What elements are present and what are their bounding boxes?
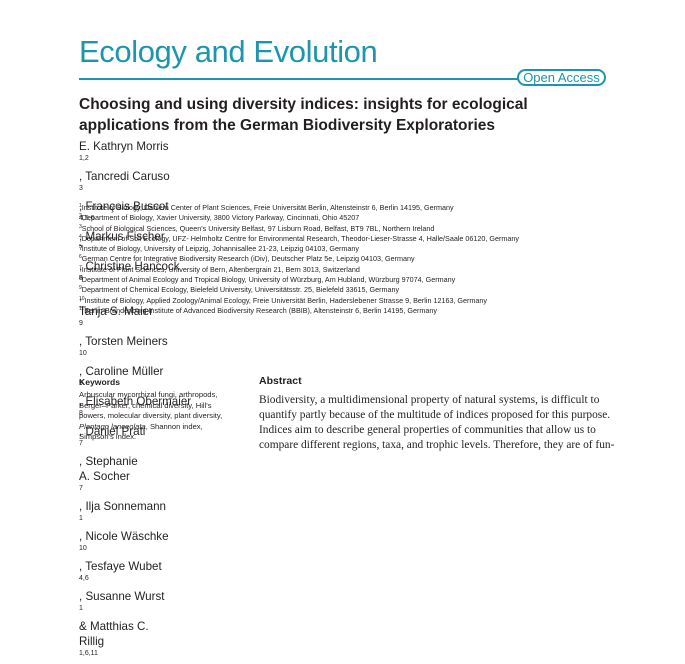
affiliation-ref: 9: [79, 380, 83, 387]
affiliation-number: 8: [79, 275, 82, 282]
keyword-line: Simpson's index.: [79, 432, 137, 441]
keywords-heading: Keywords: [79, 377, 121, 387]
affiliation-item: 9Department of Chemical Ecology, Bielefe…: [79, 285, 659, 295]
keyword-line: Berger–Parker, chemical diversity, Hill'…: [79, 400, 212, 410]
abstract-line: quantify partly because of the multitude…: [259, 409, 611, 421]
author-name: & Matthias C.: [79, 620, 149, 633]
author-name: Tanja S. Maier: [79, 305, 154, 318]
author-name: Rillig: [79, 635, 105, 648]
affiliation-text: Institute of Plant Sciences, University …: [81, 264, 360, 274]
keyword-line: powers, molecular diversity, plant diver…: [79, 411, 223, 420]
affiliation-number: 7: [79, 264, 82, 271]
affiliation-ref: 1: [79, 515, 83, 522]
title-line: Choosing and using diversity indices: in…: [79, 96, 528, 113]
affiliation-item: 6German Centre for Integrative Biodivers…: [79, 254, 659, 264]
affiliation-number: 9: [79, 285, 82, 292]
title-line: applications from the German Biodiversit…: [79, 117, 496, 134]
affiliation-number: 4: [79, 233, 82, 240]
author-name: , François Buscot: [79, 200, 169, 213]
affiliation-item: 11Berlin-Brandenburg Institute of Advanc…: [79, 306, 659, 316]
author-name: , Tancredi Caruso: [79, 170, 170, 183]
affiliation-list: 1Institute of Biology, Dahlem Center of …: [79, 203, 659, 316]
affiliation-text: Department of Biology, Xavier University…: [81, 213, 360, 223]
affiliation-item: 8Department of Animal Ecology and Tropic…: [79, 275, 659, 285]
affiliation-item: 10Institute of Biology, Applied Zoology/…: [79, 296, 659, 306]
journal-name: Ecology and Evolution: [79, 34, 378, 69]
affiliation-number: 3: [79, 223, 82, 230]
affiliation-ref: 10: [79, 545, 87, 552]
affiliation-number: 10: [79, 295, 85, 302]
abstract-line: Indices aim to describe general properti…: [259, 424, 596, 436]
affiliation-number: 2: [79, 213, 82, 220]
affiliation-ref: 1: [79, 605, 83, 612]
keyword-line: Arbuscular mycorrhizal fungi, arthropods…: [79, 390, 218, 399]
affiliation-item: 4Department of Soil Ecology, UFZ- Helmho…: [79, 234, 659, 244]
affiliation-item: 1Institute of Biology, Dahlem Center of …: [79, 203, 659, 213]
author-name: ,: [79, 290, 83, 303]
affiliation-item: 7Institute of Plant Sciences, University…: [79, 265, 659, 275]
author-name: E. Kathryn Morris: [79, 140, 169, 153]
author-name: , Elisabeth Obermaier: [79, 395, 192, 408]
affiliation-ref: 7: [79, 245, 83, 252]
author-name: , Torsten Meiners: [79, 335, 168, 348]
author-name: , Christine Hancock: [79, 260, 180, 273]
author-line: Rillig 1,6,11: [79, 634, 639, 664]
affiliation-text: Institute of Biology, Applied Zoology/An…: [84, 295, 487, 305]
article-title: Choosing and using diversity indices: in…: [79, 94, 639, 136]
author-name: , Stephanie: [79, 455, 138, 468]
author-name: , Markus Fischer: [79, 230, 165, 243]
author-name: A. Socher: [79, 470, 130, 483]
affiliation-ref: 7: [79, 440, 83, 447]
affiliation-ref: 9: [79, 320, 83, 327]
author-name: , Nicole Wäschke: [79, 530, 169, 543]
affiliation-number: 6: [79, 254, 82, 261]
affiliation-ref: 4,5,6: [79, 215, 95, 222]
affiliation-item: 3School of Biological Sciences, Queen's …: [79, 224, 659, 234]
affiliation-ref: 10: [79, 350, 87, 357]
affiliation-number: 1: [79, 203, 82, 209]
header-rule: [79, 78, 519, 80]
affiliation-item: 5Institute of Biology, University of Lei…: [79, 244, 659, 254]
author-name: , Ilja Sonnemann: [79, 500, 167, 513]
affiliation-text: School of Biological Sciences, Queen's U…: [81, 223, 435, 233]
author-line: E. Kathryn Morris 1,2, Tancredi Caruso 3, …: [79, 139, 639, 304]
affiliation-number: 11: [79, 305, 85, 312]
author-name: , Susanne Wurst: [79, 590, 165, 603]
affiliation-text: Department of Soil Ecology, UFZ- Helmhol…: [81, 233, 519, 243]
abstract-line: compare different regions, taxa, and tro…: [259, 439, 615, 451]
open-access-badge: Open Access: [517, 69, 606, 86]
abstract-heading: Abstract: [259, 375, 302, 387]
affiliation-text: Department of Chemical Ecology, Bielefel…: [81, 285, 400, 295]
abstract-text: Biodiversity, a multidimensional propert…: [259, 393, 619, 453]
keywords-list: Arbuscular mycorrhizal fungi, arthropods…: [79, 390, 239, 443]
keyword-line: Plantago lanceolata, Shannon index,: [79, 421, 203, 431]
affiliation-item: 2Department of Biology, Xavier Universit…: [79, 213, 659, 223]
affiliation-ref: 1,2: [79, 155, 89, 162]
author-name: , Caroline Müller: [79, 365, 164, 378]
affiliation-ref: 1,6,11: [79, 650, 98, 657]
affiliation-text: Institute of Biology, Dahlem Center of P…: [81, 203, 454, 212]
affiliation-number: 5: [79, 244, 82, 251]
affiliation-ref: 4,6: [79, 575, 89, 582]
affiliation-ref: 8: [79, 275, 83, 282]
author-line: A. Socher 7 , Ilja Sonnemann 1 , Nicole Wäsc…: [79, 469, 639, 634]
affiliation-text: German Centre for Integrative Biodiversi…: [81, 254, 415, 264]
abstract-line: Biodiversity, a multidimensional propert…: [259, 394, 600, 406]
affiliation-text: Institute of Biology, University of Leip…: [81, 244, 359, 254]
affiliation-ref: 8: [79, 410, 83, 417]
affiliation-ref: 7: [79, 485, 83, 492]
affiliation-text: Department of Animal Ecology and Tropica…: [81, 275, 456, 285]
author-name: , Daniel Prati: [79, 425, 146, 438]
affiliation-ref: 3: [79, 185, 83, 192]
affiliation-text: Berlin-Brandenburg Institute of Advanced…: [84, 305, 437, 315]
author-name: , Tesfaye Wubet: [79, 560, 162, 573]
